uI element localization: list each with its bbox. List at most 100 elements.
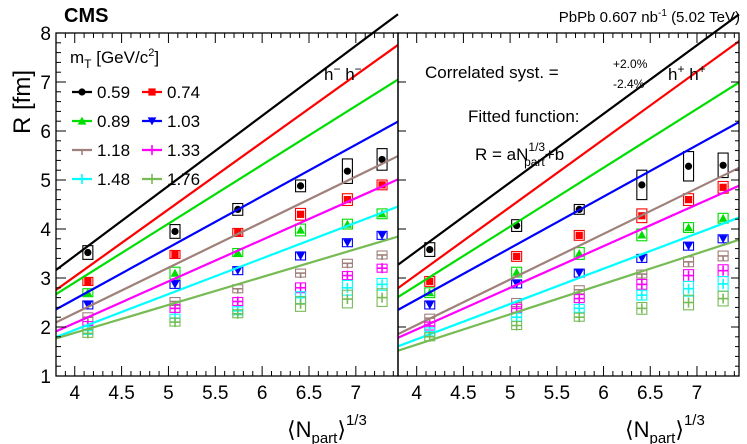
syst-box: [232, 202, 244, 216]
panel-label-right: h+ h+: [668, 62, 706, 84]
data-point: [169, 317, 180, 328]
y-tick-label: 6: [40, 122, 51, 143]
data-point: [83, 301, 93, 310]
experiment-label: CMS: [64, 5, 108, 27]
syst-box: [169, 249, 181, 260]
data-point: [169, 303, 180, 314]
data-point: [426, 245, 434, 254]
legend-marker: [148, 88, 156, 96]
data-point: [234, 228, 242, 237]
x-tick-label: 7: [351, 383, 362, 404]
syst-box: [424, 242, 436, 257]
syst-box: [169, 224, 181, 239]
syst-box: [376, 148, 388, 171]
data-point: [378, 181, 386, 189]
fit-line: [397, 40, 740, 289]
data-point: [342, 262, 353, 269]
data-point: [511, 320, 522, 331]
legend-marker: [77, 116, 87, 125]
syst-box: [717, 152, 729, 179]
data-point: [342, 270, 353, 281]
fit-line: [397, 166, 740, 336]
data-point: [426, 277, 434, 286]
data-point: [232, 287, 243, 294]
data-point: [636, 290, 647, 301]
x-tick-label: 4: [411, 383, 422, 404]
y-tick-label: 1: [40, 367, 51, 388]
legend-item-0.74: 0.74: [142, 83, 200, 102]
fit-line: [55, 178, 399, 333]
data-point: [84, 248, 92, 257]
correlated-syst-minus: -2.4%: [613, 77, 645, 91]
series-1.18: [55, 155, 399, 324]
data-point: [343, 239, 352, 248]
legend-item-0.89: 0.89: [72, 112, 130, 131]
y-tick-label: 2: [40, 318, 51, 339]
y-tick-label: 5: [40, 171, 51, 192]
data-point: [377, 279, 388, 290]
fit-line: [397, 238, 740, 352]
legend-item-1.18: 1.18: [72, 141, 130, 160]
data-point: [296, 252, 305, 261]
legend-item-1.03: 1.03: [142, 112, 200, 131]
x-tick-label: 5: [505, 383, 516, 404]
panel-left: [55, 13, 399, 340]
series-1.76: [397, 238, 740, 352]
data-point: [296, 225, 305, 234]
data-point: [636, 279, 647, 290]
fitted-function-label: Fitted function:: [468, 107, 580, 126]
data-point: [638, 181, 646, 189]
legend-label: 1.03: [167, 112, 200, 131]
data-point: [718, 235, 728, 244]
data-point: [232, 308, 243, 319]
syst-box: [683, 151, 695, 182]
data-point: [82, 328, 93, 339]
data-point: [296, 182, 305, 190]
legend-marker: [147, 174, 157, 184]
data-point: [84, 277, 92, 286]
fit-line: [55, 13, 399, 271]
data-point: [343, 196, 352, 204]
data-point: [719, 183, 727, 191]
panel-right-frame: [397, 32, 740, 377]
legend-label: 0.89: [97, 112, 130, 131]
legend-marker: [77, 149, 87, 155]
x-axis-left: 4 4.5 5 5.5 6 6.5 7: [64, 33, 394, 404]
syst-box: [341, 158, 353, 184]
y-tick-label: 7: [40, 73, 51, 94]
fit-line: [55, 205, 399, 339]
correlated-syst-label: Correlated syst. =: [425, 63, 559, 82]
syst-box: [683, 193, 695, 207]
syst-box: [82, 276, 94, 286]
data-point: [718, 213, 728, 222]
data-point: [295, 298, 306, 309]
syst-box: [573, 247, 585, 260]
x-tick-label: 5.5: [202, 383, 228, 404]
data-point: [343, 167, 352, 175]
data-point: [425, 301, 435, 310]
syst-box: [295, 179, 307, 193]
data-point: [574, 312, 585, 323]
data-point: [718, 278, 729, 289]
series-0.74: [55, 44, 399, 291]
syst-box: [636, 169, 648, 201]
data-point: [637, 254, 647, 263]
x-tick-label: 6.5: [296, 383, 322, 404]
luminosity-label: PbPb 0.607 nb-1 (5.02 TeV): [559, 8, 740, 26]
fit-line: [397, 81, 740, 299]
fit-line: [397, 13, 740, 266]
fit-line: [55, 155, 399, 324]
data-point: [295, 272, 306, 279]
data-point: [718, 255, 729, 261]
data-point: [377, 292, 388, 303]
legend: 0.59 0.74 0.89 1.03 1.18 1.33 1.48 1.76: [72, 83, 200, 189]
fit-line: [397, 184, 740, 339]
x-tick-label: 6.5: [637, 383, 663, 404]
panel-label-left: h− h−: [324, 62, 362, 84]
x-tick-label: 4.5: [450, 383, 476, 404]
data-point: [342, 282, 353, 293]
legend-label: 1.33: [167, 141, 200, 160]
data-point: [377, 254, 388, 260]
fit-line: [397, 216, 740, 348]
